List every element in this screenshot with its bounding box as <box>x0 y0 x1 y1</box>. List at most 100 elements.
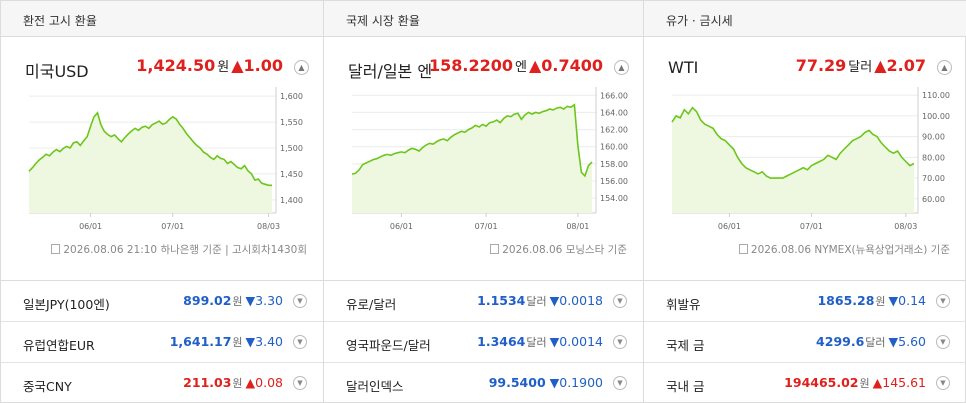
item-value: 211.03원 ▲0.08 <box>183 375 283 391</box>
chevron-down-icon: ▼ <box>940 379 946 387</box>
list-item[interactable]: 중국CNY 211.03원 ▲0.08 ▼ <box>1 363 323 403</box>
expand-button[interactable]: ▼ <box>293 376 307 390</box>
item-label[interactable]: 일본JPY(100엔) <box>23 297 110 312</box>
panel-international: 국제 시장 환율 달러/일본 엔 158.2200 엔 ▲0.7400 ▲ 166.… <box>324 1 644 403</box>
expand-button[interactable]: ▼ <box>293 294 307 308</box>
item-number: 1865.28 <box>817 293 875 308</box>
source-provider: 하나은행 기준 <box>160 244 222 256</box>
panel-header: 국제 시장 환율 <box>324 1 643 37</box>
panel-header: 유가 · 금시세 <box>644 1 966 37</box>
document-icon <box>490 244 500 254</box>
series-area <box>672 107 914 213</box>
item-number: 1.3464 <box>477 334 526 349</box>
y-tick-label: 70.00 <box>922 174 945 183</box>
item-label[interactable]: 휘발유 <box>666 297 701 312</box>
main-title[interactable]: 미국USD <box>25 62 89 81</box>
main-quote[interactable]: 미국USD 1,424.50 원 ▲1.00 ▲ 1,600 1,550 1,500 1,… <box>1 37 323 281</box>
source-info: 2026.08.06 모닝스타 기준 <box>490 242 627 257</box>
quote-list: 일본JPY(100엔) 899.02원 ▼3.30 ▼ 유럽연합EUR 1,641.17… <box>1 281 323 403</box>
document-icon <box>738 244 748 254</box>
item-label[interactable]: 달러인덱스 <box>346 379 404 394</box>
x-tick-label: 07/01 <box>161 222 184 231</box>
main-number: 77.29 <box>795 56 847 75</box>
chevron-down-icon: ▼ <box>297 338 303 346</box>
y-tick-label: 1,450 <box>280 170 303 179</box>
y-tick-label: 162.00 <box>600 126 628 135</box>
source-extra: 고시회차1430회 <box>231 244 307 256</box>
main-title[interactable]: WTI <box>668 58 699 77</box>
item-label[interactable]: 영국파운드/달러 <box>346 338 431 353</box>
item-value: 1.1534달러 ▼0.0018 <box>477 293 603 309</box>
main-title[interactable]: 달러/일본 엔 <box>348 62 433 81</box>
x-tick-label: 08/03 <box>257 222 280 231</box>
main-quote[interactable]: WTI 77.29 달러 ▲2.07 ▲ 110.00 100.00 90.00 80.0… <box>644 37 966 281</box>
item-number: 1.1534 <box>477 293 526 308</box>
price-chart: 166.00 164.00 162.00 160.00 158.00 156.00 154.… <box>351 87 628 231</box>
list-item[interactable]: 달러인덱스 99.5400 ▼0.1900 ▼ <box>324 363 643 403</box>
chevron-down-icon: ▼ <box>617 297 623 305</box>
expand-button[interactable]: ▼ <box>293 335 307 349</box>
expand-button[interactable]: ▼ <box>613 335 627 349</box>
item-unit: 원 <box>232 336 243 349</box>
item-unit: 달러 <box>865 336 886 349</box>
y-tick-label: 164.00 <box>600 108 628 117</box>
main-value: 158.2200 엔 ▲0.7400 <box>429 56 603 75</box>
x-tick-label: 06/01 <box>718 222 741 231</box>
main-change: ▲2.07 <box>874 56 926 75</box>
expand-button[interactable]: ▼ <box>613 376 627 390</box>
chevron-up-icon: ▲ <box>618 63 625 72</box>
list-item[interactable]: 국제 금 4299.6달러 ▼5.60 ▼ <box>644 322 966 363</box>
main-unit: 달러 <box>848 60 873 75</box>
item-change: ▼3.40 <box>245 334 283 349</box>
item-unit: 원 <box>232 295 243 308</box>
chevron-down-icon: ▼ <box>940 338 946 346</box>
main-unit: 원 <box>217 60 230 75</box>
item-change: ▼0.0018 <box>549 293 603 308</box>
chevron-up-icon: ▲ <box>941 63 948 72</box>
chevron-down-icon: ▼ <box>297 297 303 305</box>
y-tick-label: 100.00 <box>922 112 950 121</box>
collapse-button[interactable]: ▲ <box>294 60 309 75</box>
main-number: 158.2200 <box>428 56 513 75</box>
item-number: 4299.6 <box>816 334 865 349</box>
item-change: ▼3.30 <box>245 293 283 308</box>
list-item[interactable]: 유로/달러 1.1534달러 ▼0.0018 ▼ <box>324 281 643 322</box>
list-item[interactable]: 유럽연합EUR 1,641.17원 ▼3.40 ▼ <box>1 322 323 363</box>
item-change: ▼0.0014 <box>549 334 603 349</box>
main-change: ▲0.7400 <box>528 56 603 75</box>
item-label[interactable]: 유럽연합EUR <box>23 338 95 353</box>
main-quote[interactable]: 달러/일본 엔 158.2200 엔 ▲0.7400 ▲ 166.00 164.00 1… <box>324 37 643 281</box>
y-tick-label: 80.00 <box>922 153 945 162</box>
y-tick-label: 1,600 <box>280 92 303 101</box>
item-label[interactable]: 국내 금 <box>666 379 705 394</box>
list-item[interactable]: 일본JPY(100엔) 899.02원 ▼3.30 ▼ <box>1 281 323 322</box>
list-item[interactable]: 국내 금 194465.02원 ▲145.61 ▼ <box>644 363 966 403</box>
y-tick-label: 156.00 <box>600 177 628 186</box>
item-label[interactable]: 유로/달러 <box>346 297 397 312</box>
item-number: 1,641.17 <box>169 334 232 349</box>
list-item[interactable]: 영국파운드/달러 1.3464달러 ▼0.0014 ▼ <box>324 322 643 363</box>
source-provider: NYMEX(뉴욕상업거래소) 기준 <box>814 244 950 256</box>
panel-header: 환전 고시 환율 <box>1 1 323 37</box>
y-tick-label: 154.00 <box>600 194 628 203</box>
item-label[interactable]: 중국CNY <box>23 379 72 394</box>
chevron-down-icon: ▼ <box>617 379 623 387</box>
price-chart: 1,600 1,550 1,500 1,450 1,400 06/01 07/01 08/03 <box>28 87 303 231</box>
expand-button[interactable]: ▼ <box>936 294 950 308</box>
source-date: 2026.08.06 <box>502 244 563 256</box>
expand-button[interactable]: ▼ <box>936 335 950 349</box>
item-value: 99.5400 ▼0.1900 <box>489 375 603 390</box>
collapse-button[interactable]: ▲ <box>937 60 952 75</box>
item-value: 194465.02원 ▲145.61 <box>784 375 926 391</box>
list-item[interactable]: 휘발유 1865.28원 ▼0.14 ▼ <box>644 281 966 322</box>
source-provider: 모닝스타 기준 <box>565 244 627 256</box>
item-value: 899.02원 ▼3.30 <box>183 293 283 309</box>
item-label[interactable]: 국제 금 <box>666 338 705 353</box>
collapse-button[interactable]: ▲ <box>614 60 629 75</box>
item-unit: 달러 <box>526 295 547 308</box>
x-tick-label: 08/03 <box>894 222 917 231</box>
expand-button[interactable]: ▼ <box>936 376 950 390</box>
chevron-down-icon: ▼ <box>617 338 623 346</box>
expand-button[interactable]: ▼ <box>613 294 627 308</box>
x-tick-label: 07/01 <box>475 222 498 231</box>
